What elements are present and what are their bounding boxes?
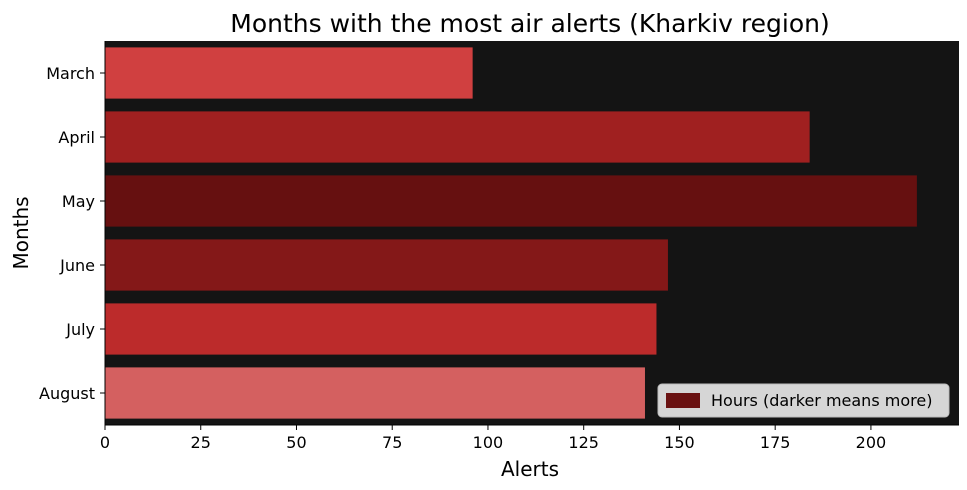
x-tick-label: 200: [856, 433, 887, 452]
y-axis-label: Months: [9, 196, 33, 269]
legend-label: Hours (darker means more): [711, 391, 932, 410]
bar-may: [105, 175, 917, 227]
legend-swatch: [666, 393, 700, 408]
y-tick-label: August: [39, 384, 95, 403]
bar-july: [105, 303, 657, 355]
x-tick-label: 100: [473, 433, 504, 452]
x-tick-label: 175: [760, 433, 791, 452]
x-tick-label: 25: [191, 433, 211, 452]
bar-march: [105, 47, 473, 99]
x-tick-label: 50: [286, 433, 306, 452]
y-tick-label: March: [46, 64, 95, 83]
y-tick-label: June: [59, 256, 95, 275]
legend: Hours (darker means more): [657, 383, 950, 418]
x-axis-label: Alerts: [501, 457, 559, 481]
y-tick-label: July: [65, 320, 95, 339]
x-tick-label: 150: [664, 433, 695, 452]
chart-title: Months with the most air alerts (Kharkiv…: [230, 9, 829, 38]
bar-april: [105, 111, 810, 163]
x-tick-label: 0: [100, 433, 110, 452]
y-tick-label: May: [62, 192, 95, 211]
y-tick-label: April: [58, 128, 95, 147]
x-tick-label: 125: [568, 433, 599, 452]
plot-background: [105, 41, 959, 425]
legend-box: [657, 383, 950, 418]
bar-august: [105, 367, 645, 419]
x-tick-label: 75: [382, 433, 402, 452]
bar-june: [105, 239, 668, 291]
